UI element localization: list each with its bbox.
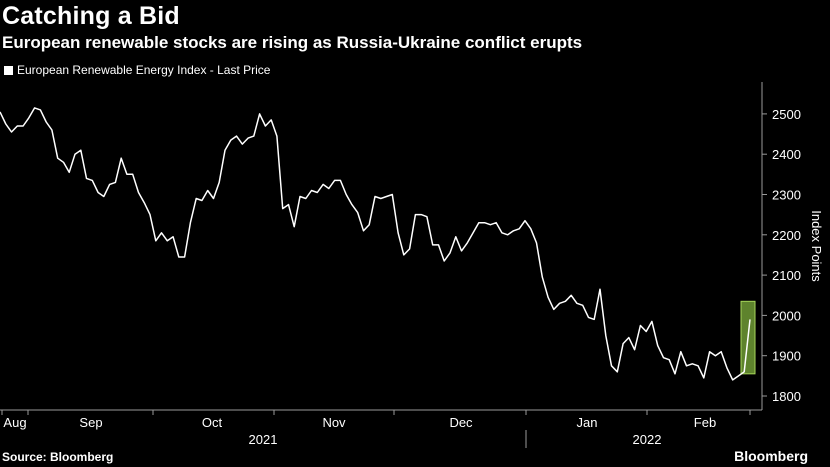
legend-label: European Renewable Energy Index - Last P… <box>17 63 271 77</box>
series-line <box>0 107 751 381</box>
chart-title: Catching a Bid <box>2 2 180 30</box>
y-tick-label: 1800 <box>772 389 801 404</box>
x-tick-label: Jan <box>577 415 598 430</box>
y-tick-label: 2000 <box>772 308 801 323</box>
x-tick-label: Dec <box>449 415 473 430</box>
year-label: 2022 <box>633 432 662 447</box>
x-tick-label: Nov <box>322 415 346 430</box>
y-axis-title: Index Points <box>809 210 824 282</box>
x-tick-label: Feb <box>694 415 716 430</box>
chart-subtitle: European renewable stocks are rising as … <box>2 33 583 52</box>
legend: European Renewable Energy Index - Last P… <box>4 63 270 77</box>
x-tick-label: Aug <box>3 415 26 430</box>
x-tick-label: Sep <box>79 415 102 430</box>
y-tick-label: 2400 <box>772 147 801 162</box>
year-label: 2021 <box>249 432 278 447</box>
source-note: Source: Bloomberg <box>2 450 114 464</box>
legend-swatch <box>4 65 13 75</box>
y-tick-label: 2300 <box>772 188 801 203</box>
x-tick-label: Oct <box>202 415 223 430</box>
y-tick-label: 2200 <box>772 228 801 243</box>
y-tick-label: 1900 <box>772 349 801 364</box>
y-tick-label: 2100 <box>772 268 801 283</box>
y-tick-label: 2500 <box>772 107 801 122</box>
bloomberg-logo: Bloomberg <box>734 448 808 464</box>
